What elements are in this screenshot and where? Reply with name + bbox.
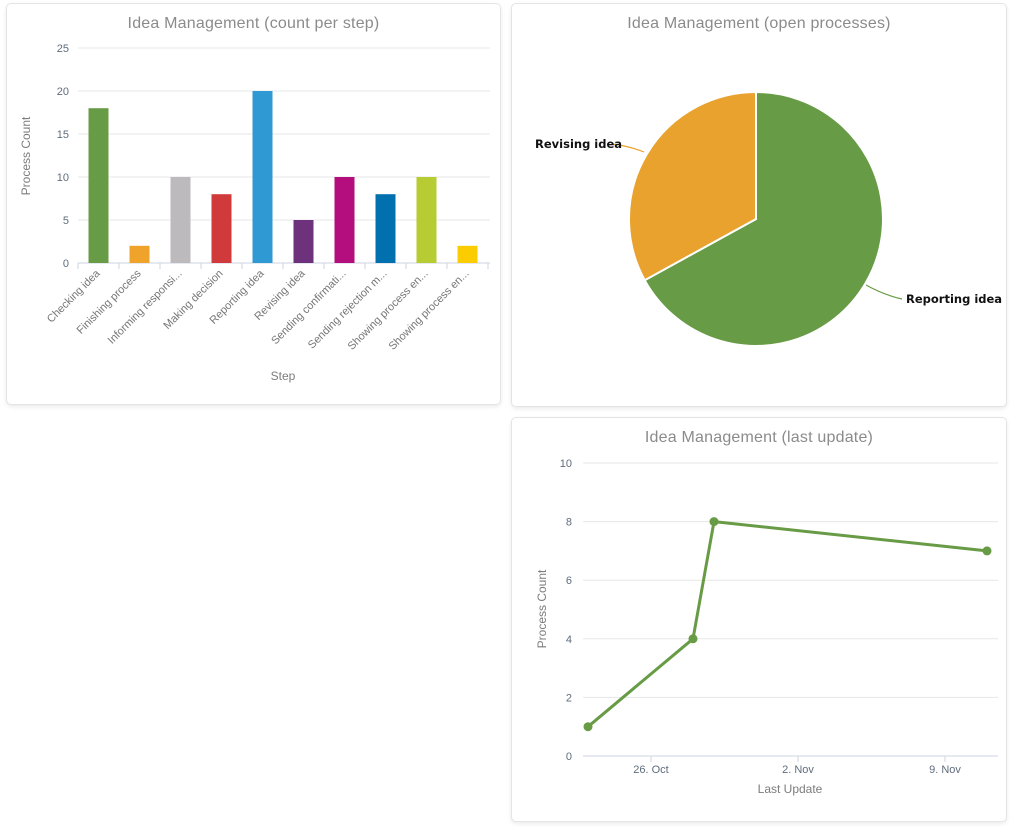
line-y-axis-title: Process Count (535, 569, 549, 649)
line-y-tick-label: 4 (566, 634, 572, 646)
line-y-tick-label: 2 (566, 692, 572, 704)
line-x-tick-label: 9. Nov (929, 764, 961, 776)
line-y-tick-label: 10 (560, 458, 572, 470)
pie-chart-plot: Reporting idea Revising idea (535, 90, 1002, 347)
bar-y-tick-label: 15 (57, 129, 69, 141)
open-processes-card: Idea Management (open processes) Reporti… (511, 3, 1007, 407)
pie-slice-label: Revising idea (535, 137, 622, 151)
count-per-step-card: Idea Management (count per step) Process… (6, 3, 501, 405)
bar-7-sending-rejection-m-[interactable] (375, 194, 396, 263)
bar-0-checking-idea[interactable] (88, 108, 109, 263)
last-update-card: Idea Management (last update) Process Co… (511, 417, 1007, 822)
line-chart-plot: 0 2 4 6 8 10 26. Oct 2. Nov 9. Nov (560, 458, 998, 776)
line-x-axis-title: Last Update (757, 782, 823, 796)
line-point-11-nov[interactable] (982, 546, 992, 556)
line-series (586, 520, 989, 729)
line-x-tick-label: 26. Oct (633, 764, 668, 776)
bar-chart-title: Idea Management (count per step) (127, 15, 380, 32)
pie-callout-line (865, 284, 903, 300)
bar-y-tick-label: 10 (57, 172, 69, 184)
bar-3-making-decision[interactable] (211, 194, 232, 263)
pie-slice-revising-idea[interactable] (627, 90, 757, 282)
bar-1-finishing-process[interactable] (129, 245, 150, 263)
bar-6-sending-confirmati-[interactable] (334, 177, 355, 263)
pie-slice-label: Reporting idea (906, 292, 1002, 306)
bar-x-category-label: Sending confirmati... (269, 268, 348, 347)
bar-y-tick-label: 0 (63, 258, 69, 270)
line-point-28-oct[interactable] (688, 634, 698, 644)
line-chart-title: Idea Management (last update) (644, 429, 874, 446)
line-y-tick-label: 6 (566, 575, 572, 587)
bar-x-axis-title: Step (270, 369, 296, 383)
bar-9-showing-process-en-[interactable] (457, 245, 478, 263)
bar-x-category-label: Informing responsi... (106, 268, 185, 347)
pie-callout-line (611, 143, 645, 153)
pie-slice-reporting-idea[interactable] (643, 90, 884, 347)
line-y-tick-label: 8 (566, 517, 572, 529)
bar-y-tick-label: 5 (63, 215, 69, 227)
bar-y-tick-label: 25 (57, 43, 69, 55)
bar-x-category-label: Sending rejection m... (306, 268, 390, 352)
bar-2-informing-responsi-[interactable] (170, 177, 191, 263)
bar-y-axis-title: Process Count (19, 116, 33, 196)
pie-chart-title: Idea Management (open processes) (627, 15, 891, 32)
line-x-tick-label: 2. Nov (782, 764, 814, 776)
line-point-23-oct[interactable] (583, 722, 593, 732)
bar-x-category-label: Showing process en... (387, 268, 472, 353)
bar-5-revising-idea[interactable] (293, 220, 314, 263)
bar-4-reporting-idea[interactable] (252, 91, 273, 263)
line-y-tick-label: 0 (566, 751, 572, 763)
line-point-29-oct[interactable] (709, 517, 719, 527)
bar-8-showing-process-en-[interactable] (416, 177, 437, 263)
bar-y-tick-label: 20 (57, 86, 69, 98)
bar-x-category-label: Showing process en... (346, 268, 431, 353)
